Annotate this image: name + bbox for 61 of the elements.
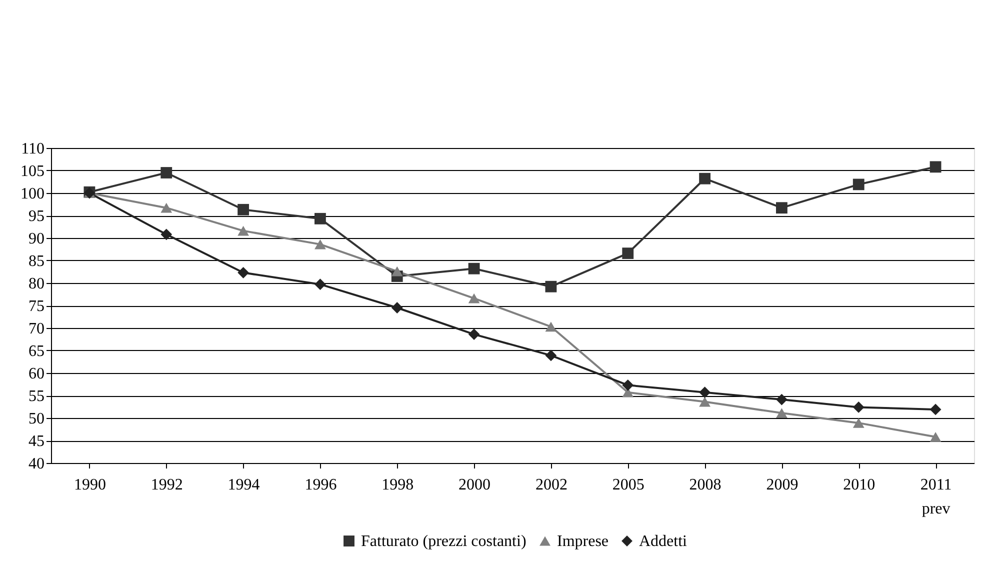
point (545, 350, 557, 362)
point (699, 386, 710, 398)
x-tick-label: 2009 (766, 476, 798, 494)
point (314, 278, 326, 290)
point (468, 262, 480, 274)
legend-label: Imprese (557, 533, 609, 550)
legend-label: Fatturato (prezzi costanti) (361, 533, 526, 550)
y-tick-label: 50 (28, 410, 44, 428)
x-tick-label: 2000 (458, 476, 491, 494)
point (699, 396, 710, 407)
y-tick-label: 65 (28, 343, 44, 360)
point (776, 394, 788, 406)
y-tick-label: 60 (28, 366, 44, 382)
y-tick-label: 110 (21, 140, 44, 158)
point (468, 293, 480, 304)
point (160, 202, 172, 213)
x-tick-label: 2008 (689, 476, 722, 494)
point (391, 266, 403, 276)
x-tick-label: 2002 (535, 476, 568, 494)
y-tick-label: 90 (28, 230, 44, 248)
point (314, 239, 326, 250)
y-tick-label: 105 (20, 163, 44, 180)
legend-label: Addetti (639, 533, 688, 550)
point (238, 204, 249, 216)
point (699, 172, 710, 184)
point (930, 161, 942, 173)
y-tick-label: 40 (28, 456, 44, 472)
point (160, 228, 172, 240)
x-tick-label: 2011 prev (920, 476, 952, 518)
x-tick-label: 1998 (382, 476, 414, 494)
x-tick-label: 1994 (228, 476, 260, 494)
point (468, 328, 480, 340)
point (238, 226, 249, 236)
y-tick-label: 95 (28, 208, 44, 225)
y-tick-label: 45 (28, 433, 44, 450)
point (852, 402, 864, 413)
point (622, 248, 634, 259)
x-tick-label: 1992 (150, 476, 183, 494)
point (852, 178, 864, 190)
y-tick-label: 55 (28, 388, 44, 405)
point (238, 266, 249, 278)
point (930, 432, 942, 442)
x-tick-label: 2010 (843, 476, 876, 494)
point (622, 379, 634, 391)
point (545, 280, 557, 292)
point (391, 302, 403, 314)
point (160, 167, 172, 178)
y-tick-label: 85 (28, 253, 44, 270)
x-tick-label: 2005 (612, 476, 644, 494)
point (776, 202, 788, 214)
point (314, 212, 326, 224)
y-tick-label: 70 (28, 320, 44, 338)
y-tick-label: 75 (28, 298, 44, 315)
y-tick-label: 80 (28, 276, 44, 292)
point (545, 322, 557, 332)
y-tick-label: 100 (20, 186, 44, 202)
x-tick-label: 1990 (74, 476, 106, 494)
point (852, 418, 864, 428)
point (930, 404, 942, 416)
x-tick-label: 1996 (304, 476, 337, 494)
point (776, 408, 788, 418)
